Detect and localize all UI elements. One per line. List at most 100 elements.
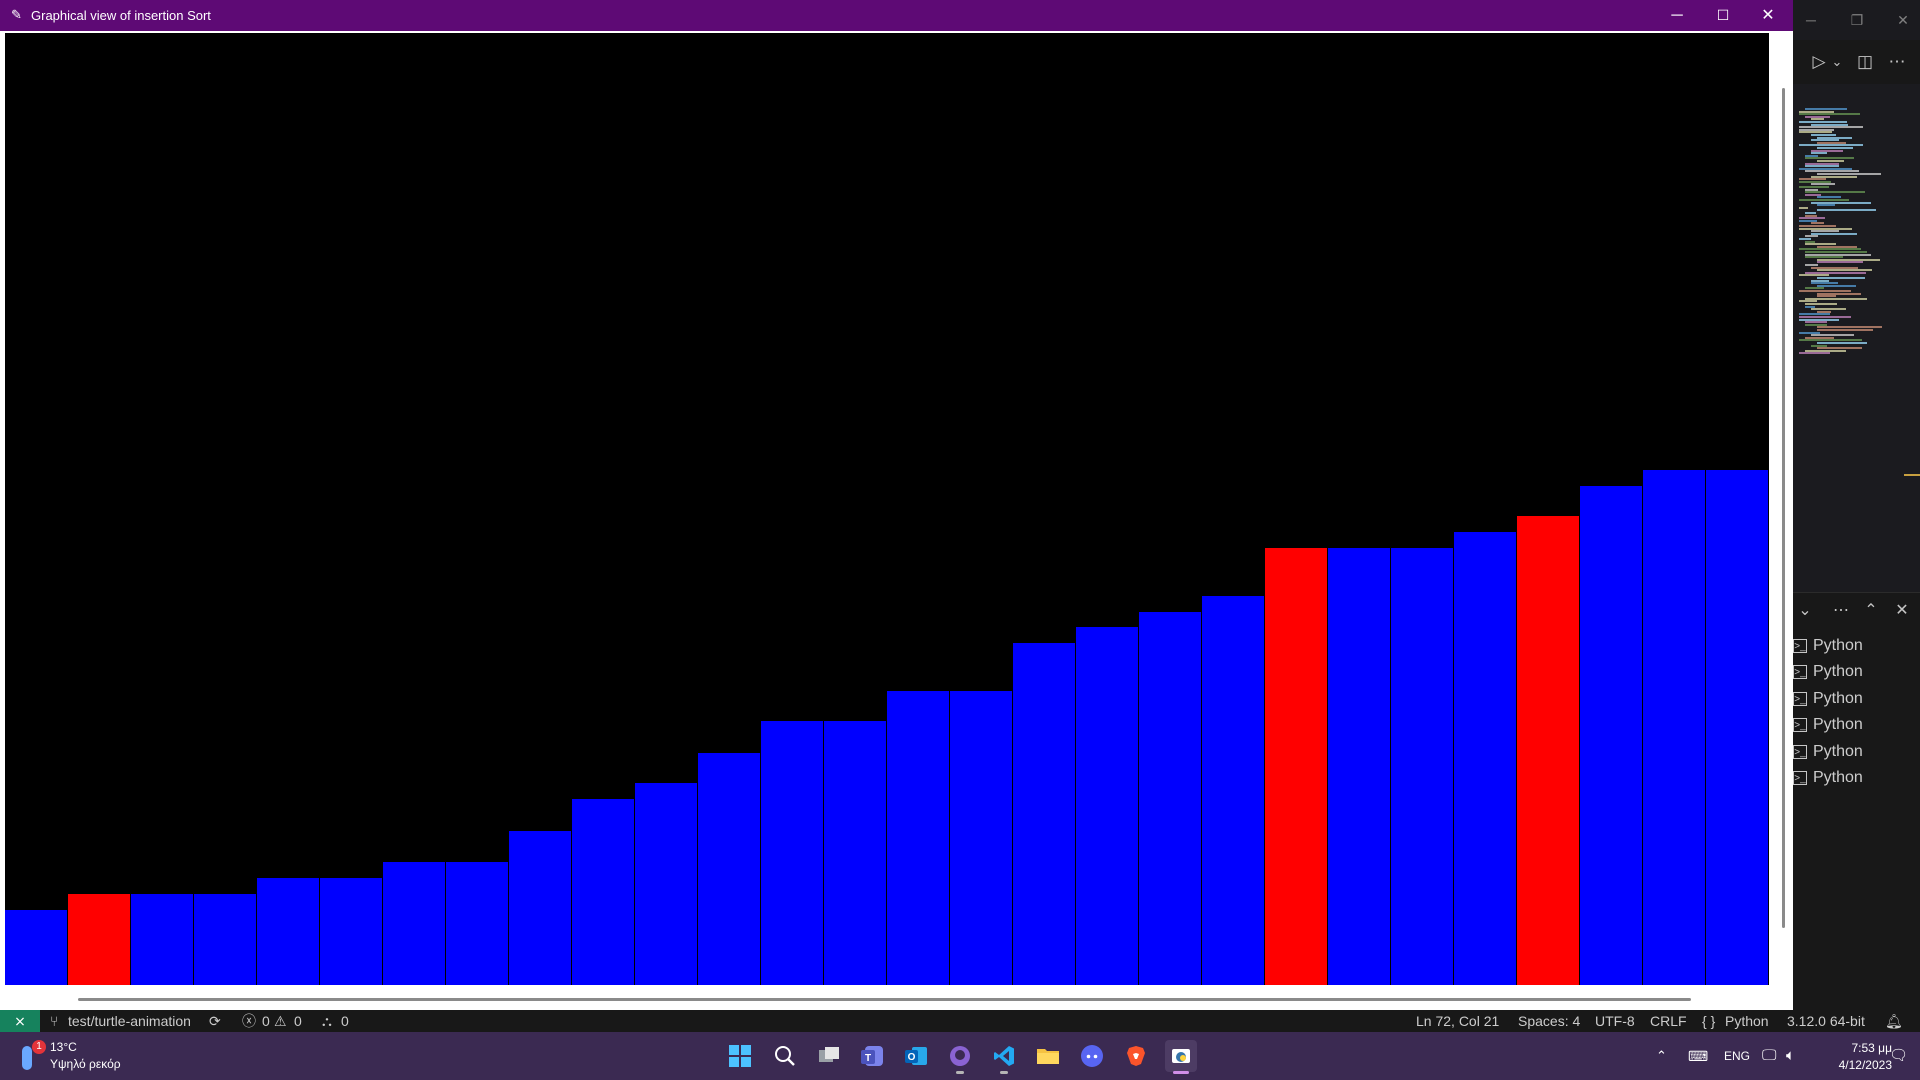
minimap-code-line xyxy=(1805,115,1831,118)
terminal-list-item[interactable]: >_ Python xyxy=(1793,765,1920,791)
minimap-code-line xyxy=(1805,264,1818,266)
minimap-code-line xyxy=(1805,212,1817,214)
more-actions-icon[interactable]: ⋯ xyxy=(1888,52,1906,71)
indentation[interactable]: Spaces: 4 xyxy=(1518,1013,1581,1029)
error-icon[interactable]: ⓧ xyxy=(242,1013,256,1029)
minimap-code-line xyxy=(1811,222,1825,225)
minimap-code-line xyxy=(1811,232,1858,235)
notifications-icon[interactable]: 🗨︎ xyxy=(1889,1047,1909,1064)
weather-temperature: 13°C xyxy=(50,1040,77,1054)
minimap-code-line xyxy=(1811,139,1839,142)
run-dropdown-icon[interactable]: ⌄ xyxy=(1831,54,1843,69)
terminal-list-item[interactable]: >_ Python xyxy=(1793,686,1920,712)
bell-icon[interactable]: 🔔︎ xyxy=(1885,1013,1903,1029)
array-bar xyxy=(383,861,446,985)
cursor-position[interactable]: Ln 72, Col 21 xyxy=(1416,1013,1500,1029)
maximize-button[interactable]: ☐ xyxy=(1716,7,1730,23)
minimap[interactable] xyxy=(1793,84,1920,592)
terminal-list-item[interactable]: >_ Python xyxy=(1793,712,1920,738)
minimap-code-line xyxy=(1811,282,1838,285)
python-icon[interactable] xyxy=(1165,1040,1197,1074)
task-view-icon[interactable] xyxy=(813,1040,845,1072)
teams-icon[interactable]: T xyxy=(856,1040,888,1072)
minimap-code-line xyxy=(1817,292,1861,295)
encoding[interactable]: UTF-8 xyxy=(1595,1013,1635,1029)
minimap-code-line xyxy=(1817,347,1862,350)
array-bar xyxy=(194,893,257,985)
close-button[interactable]: ✕ xyxy=(1761,7,1775,24)
horizontal-scroll-thumb[interactable] xyxy=(78,998,1691,1001)
warning-icon[interactable]: ⚠ xyxy=(274,1013,287,1029)
vscode-icon[interactable] xyxy=(988,1040,1020,1074)
minimap-code-line xyxy=(1799,290,1852,292)
terminal-icon: >_ xyxy=(1793,639,1807,653)
terminal-label: Python xyxy=(1813,663,1863,680)
search-icon[interactable] xyxy=(769,1040,801,1072)
clock-date[interactable]: 4/12/2023 xyxy=(1838,1058,1892,1072)
remote-icon[interactable]: ⨯ xyxy=(0,1010,40,1032)
minimap-code-line xyxy=(1799,131,1833,134)
minimap-code-line xyxy=(1817,245,1857,248)
ports-icon[interactable]: ⛬ xyxy=(322,1013,332,1029)
array-bar xyxy=(1076,626,1139,985)
running-indicator xyxy=(956,1071,964,1074)
terminal-list-item[interactable]: >_ Python xyxy=(1793,659,1920,685)
close-panel-icon[interactable]: ✕ xyxy=(1895,602,1909,619)
minimap-code-line xyxy=(1805,323,1827,326)
minimap-code-line xyxy=(1805,240,1815,243)
ports-count[interactable]: 0 xyxy=(341,1013,349,1029)
vertical-scrollbar[interactable] xyxy=(1777,33,1791,995)
github-desktop-icon[interactable] xyxy=(944,1040,976,1074)
interpreter-version[interactable]: 3.12.0 64-bit xyxy=(1787,1013,1865,1029)
windows-start-icon[interactable] xyxy=(724,1040,756,1072)
keyboard-icon[interactable]: ⌨ xyxy=(1688,1048,1709,1064)
array-bar xyxy=(1139,612,1202,985)
vscode-minimize-button[interactable]: ─ xyxy=(1806,12,1816,28)
minimap-code-line xyxy=(1817,160,1845,162)
svg-text:O: O xyxy=(908,1052,916,1063)
minimap-code-line xyxy=(1805,303,1838,305)
line-ending[interactable]: CRLF xyxy=(1650,1013,1687,1029)
vscode-close-button[interactable]: ✕ xyxy=(1897,12,1909,28)
minimap-code-line xyxy=(1805,349,1847,352)
terminal-list-item[interactable]: >_ Python xyxy=(1793,633,1920,659)
horizontal-scrollbar[interactable] xyxy=(5,991,1769,1007)
minimap-code-line xyxy=(1811,344,1827,347)
branch-name[interactable]: test/turtle-animation xyxy=(68,1013,191,1029)
window-titlebar[interactable]: ✎ Graphical view of insertion Sort ─ ☐ ✕ xyxy=(0,0,1793,31)
vscode-titlebar: ─ ❐ ✕ xyxy=(1793,0,1920,40)
minimap-code-line xyxy=(1817,196,1841,199)
vertical-scroll-thumb[interactable] xyxy=(1782,88,1785,928)
show-hidden-icons-icon[interactable]: ⌃ xyxy=(1656,1048,1667,1063)
clock-time[interactable]: 7:53 μμ xyxy=(1851,1041,1892,1055)
brave-icon[interactable] xyxy=(1120,1040,1152,1072)
file-explorer-icon[interactable] xyxy=(1032,1040,1064,1072)
network-icon[interactable]: 🖵︎ xyxy=(1762,1047,1777,1064)
minimap-code-line xyxy=(1811,149,1844,152)
language-indicator[interactable]: ENG xyxy=(1724,1049,1751,1063)
minimap-code-line xyxy=(1799,113,1860,116)
minimap-code-line xyxy=(1805,193,1821,196)
split-editor-icon[interactable]: ◫ xyxy=(1856,52,1874,71)
discord-icon[interactable] xyxy=(1076,1040,1108,1072)
vscode-restore-button[interactable]: ❐ xyxy=(1850,12,1864,28)
panel-dropdown-icon[interactable]: ⌄ xyxy=(1798,602,1812,619)
window-title: Graphical view of insertion Sort xyxy=(31,8,211,23)
minimap-code-line xyxy=(1805,108,1847,110)
minimap-code-line xyxy=(1799,352,1831,355)
minimap-code-line xyxy=(1811,123,1849,126)
error-count[interactable]: 0 xyxy=(262,1013,270,1029)
volume-icon[interactable]: 🔈︎ xyxy=(1786,1047,1796,1064)
sync-icon[interactable]: ⟳ xyxy=(209,1013,221,1029)
panel-more-icon[interactable]: ⋯ xyxy=(1833,602,1849,619)
language-mode[interactable]: Python xyxy=(1725,1013,1769,1029)
minimap-code-line xyxy=(1805,154,1819,157)
run-python-file-icon[interactable]: ▷ xyxy=(1812,52,1826,71)
minimap-code-line xyxy=(1799,339,1863,342)
warning-count[interactable]: 0 xyxy=(294,1013,302,1029)
terminal-list-item[interactable]: >_ Python xyxy=(1793,739,1920,765)
minimize-button[interactable]: ─ xyxy=(1671,7,1683,24)
branch-icon: ⑂ xyxy=(50,1013,59,1029)
outlook-icon[interactable]: O xyxy=(900,1040,932,1072)
maximize-panel-icon[interactable]: ⌃ xyxy=(1864,602,1878,619)
